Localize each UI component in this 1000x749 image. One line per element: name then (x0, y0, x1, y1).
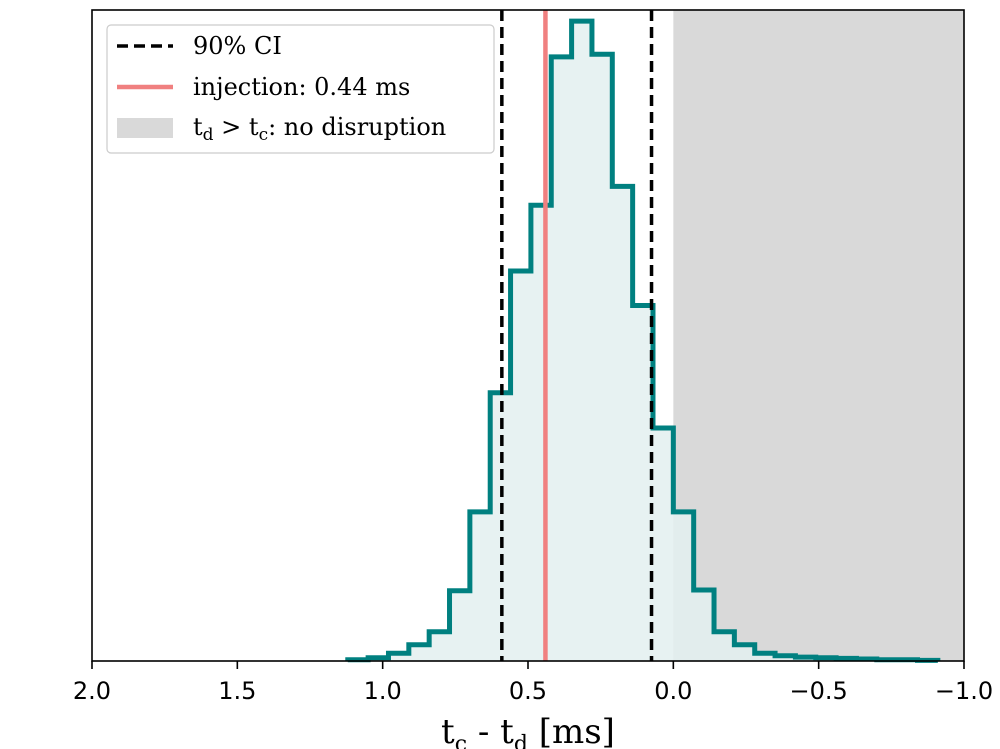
x-tick-label: 1.5 (218, 677, 256, 705)
x-axis-ticks: 2.0 1.5 1.0 0.5 0.0 −0.5 −1.0 (73, 661, 993, 705)
legend-ci-label: 90% CI (193, 32, 282, 60)
legend-box (106, 24, 495, 154)
legend: 90% CI injection: 0.44 ms td > tc: no di… (106, 24, 495, 154)
legend-no-disruption-swatch (117, 118, 173, 138)
x-tick-label: −0.5 (790, 677, 848, 705)
x-tick-label: 0.0 (654, 677, 692, 705)
legend-injection-label: injection: 0.44 ms (193, 73, 410, 101)
histogram-outline (345, 18, 941, 663)
x-tick-label: 2.0 (73, 677, 111, 705)
legend-no-disruption-label: td > tc: no disruption (193, 113, 446, 145)
x-tick-label: 1.0 (364, 677, 402, 705)
x-axis-label: tc - td [ms] (441, 712, 615, 749)
x-tick-label: 0.5 (509, 677, 547, 705)
no-disruption-region (673, 10, 964, 661)
x-tick-label: −1.0 (935, 677, 993, 705)
histogram-fill (347, 21, 938, 661)
